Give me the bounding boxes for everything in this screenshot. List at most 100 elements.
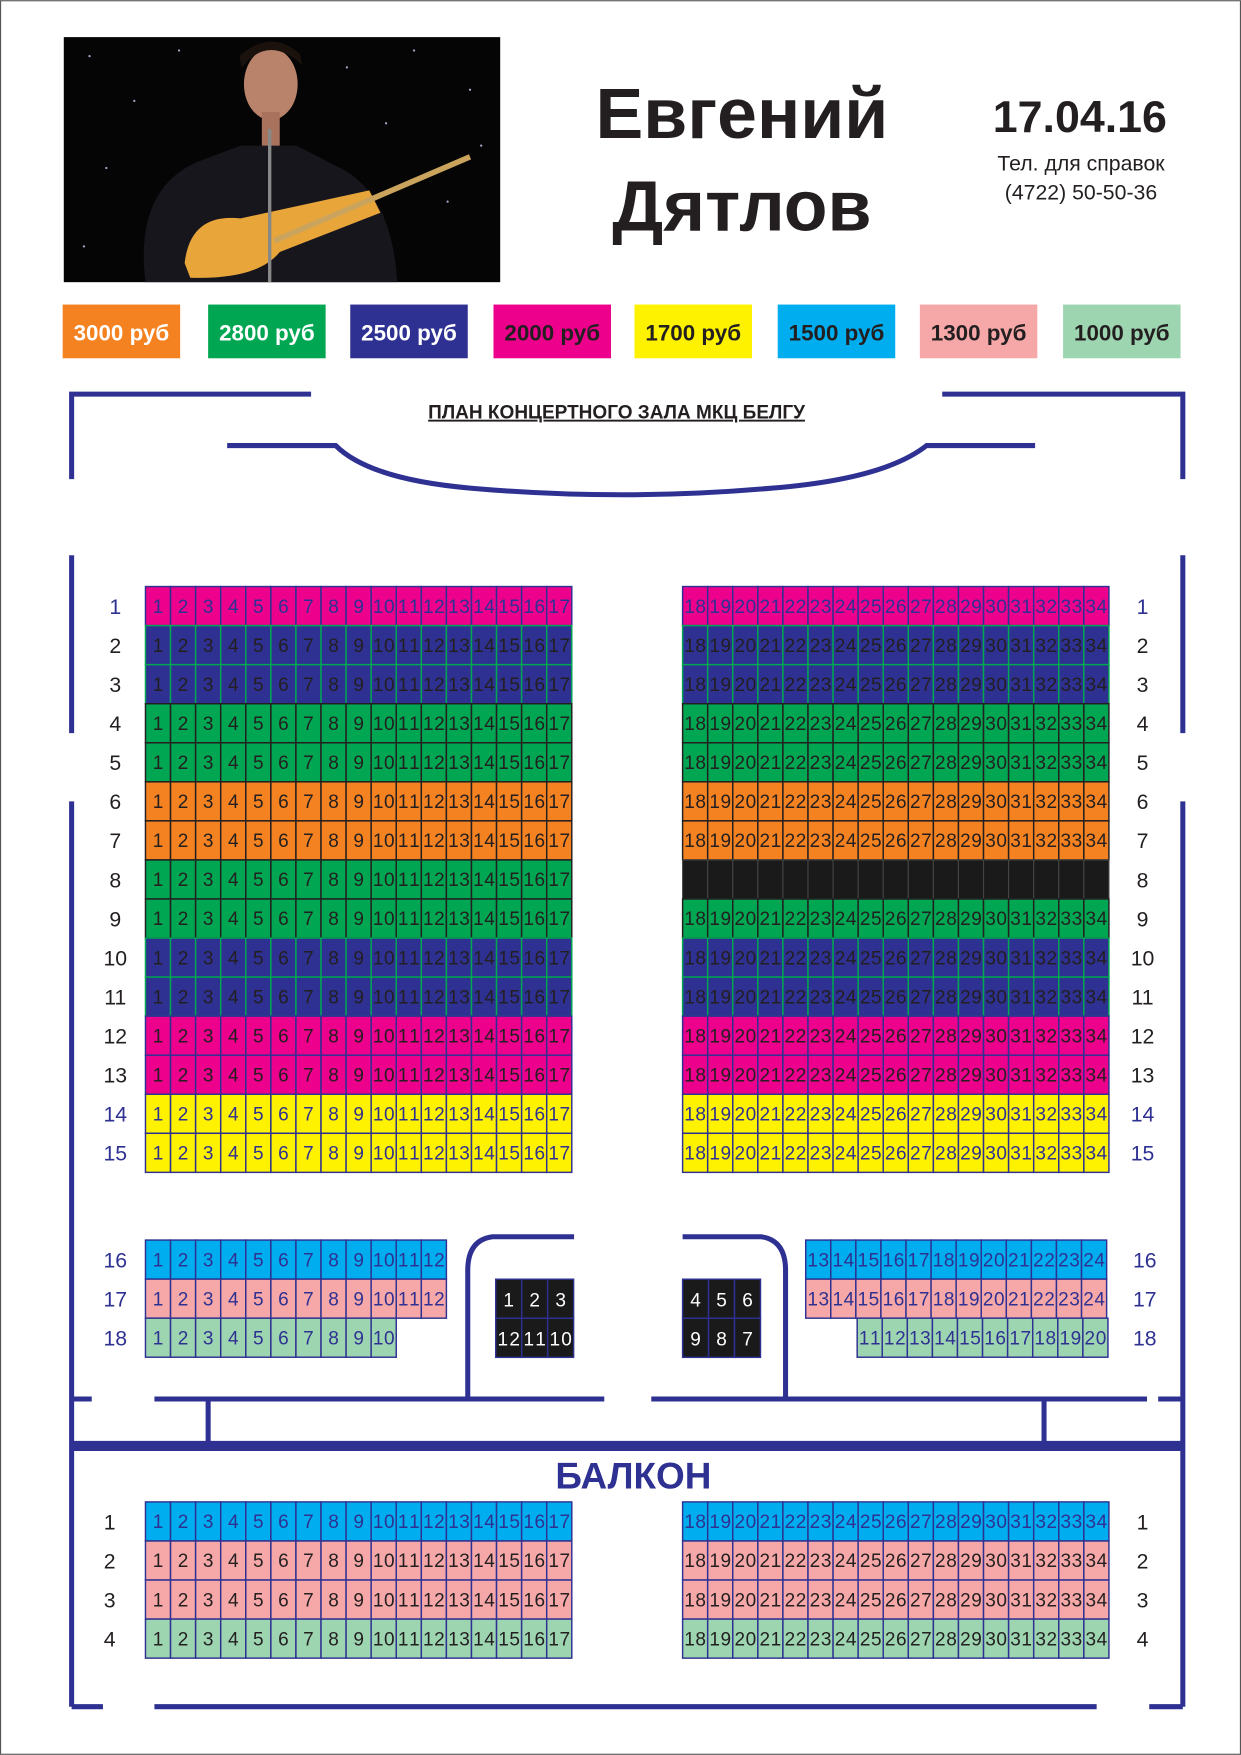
seat[interactable]: 17	[545, 898, 573, 939]
seat[interactable]: 3	[194, 585, 222, 627]
seat[interactable]: 26	[882, 937, 910, 978]
seat[interactable]: 8	[320, 859, 347, 900]
seat[interactable]: 2	[169, 1618, 197, 1659]
box-seat[interactable]: 11	[520, 1317, 549, 1359]
seat[interactable]: 9	[345, 663, 372, 705]
seat[interactable]: 34	[1083, 781, 1110, 822]
seat[interactable]: 31	[1007, 1540, 1035, 1581]
seat[interactable]: 30	[982, 976, 1010, 1017]
seat[interactable]: 29	[957, 1540, 985, 1581]
seat[interactable]: 15	[495, 976, 523, 1017]
seat[interactable]: 12	[881, 1317, 909, 1358]
seat[interactable]: 2	[169, 859, 197, 900]
seat[interactable]: 24	[832, 1540, 859, 1581]
seat[interactable]: 8	[320, 1540, 347, 1581]
seat[interactable]: 32	[1032, 663, 1060, 705]
seat[interactable]: 32	[1032, 820, 1060, 861]
seat[interactable]: 16	[520, 585, 548, 627]
seat[interactable]: 19	[706, 624, 734, 666]
seat[interactable]: 16	[520, 1579, 548, 1620]
seat[interactable]: 10	[370, 1579, 397, 1620]
seat[interactable]: 14	[470, 1579, 498, 1620]
seat[interactable]: 10	[370, 859, 397, 900]
seat[interactable]: 20	[980, 1278, 1008, 1319]
seat[interactable]: 17	[545, 663, 573, 705]
seat[interactable]: 34	[1083, 820, 1110, 861]
seat[interactable]: 1	[144, 937, 172, 978]
seat[interactable]: 15	[495, 820, 523, 861]
seat[interactable]: 15	[956, 1317, 984, 1358]
seat[interactable]: 10	[370, 820, 397, 861]
seat[interactable]: 7	[295, 781, 322, 822]
seat[interactable]: 3	[194, 1501, 222, 1542]
seat[interactable]: 20	[980, 1239, 1008, 1280]
seat[interactable]: 19	[706, 1093, 734, 1135]
seat[interactable]: 22	[782, 1501, 809, 1542]
seat[interactable]: 24	[832, 702, 859, 744]
seat[interactable]: 31	[1007, 1501, 1035, 1542]
seat[interactable]: 12	[420, 898, 448, 939]
seat[interactable]: 15	[495, 1054, 523, 1095]
seat[interactable]: 32	[1032, 781, 1060, 822]
seat[interactable]: 20	[732, 624, 759, 666]
seat[interactable]: 14	[470, 976, 498, 1017]
seat[interactable]: 2	[169, 1501, 197, 1542]
seat[interactable]: 12	[420, 1579, 448, 1620]
seat[interactable]: 18	[681, 1540, 709, 1581]
seat[interactable]: 17	[545, 1501, 573, 1542]
seat[interactable]: 31	[1007, 1579, 1035, 1620]
seat[interactable]: 33	[1058, 1540, 1085, 1581]
seat[interactable]: 13	[445, 781, 473, 822]
seat[interactable]: 28	[932, 937, 960, 978]
seat[interactable]: 9	[345, 1317, 372, 1358]
seat[interactable]: 2	[169, 976, 197, 1017]
seat[interactable]: 7	[295, 663, 322, 705]
seat[interactable]: 21	[757, 585, 784, 627]
seat[interactable]: 15	[495, 624, 523, 666]
seat[interactable]: 31	[1007, 937, 1035, 978]
seat[interactable]: 30	[982, 937, 1010, 978]
seat[interactable]: 18	[681, 1015, 709, 1056]
seat[interactable]: 30	[982, 1054, 1010, 1095]
seat[interactable]: 10	[370, 1501, 397, 1542]
seat[interactable]: 22	[782, 1093, 809, 1135]
seat[interactable]: 17	[545, 1132, 573, 1174]
seat[interactable]: 1	[144, 702, 172, 744]
seat[interactable]: 4	[219, 1501, 247, 1542]
seat[interactable]: 12	[420, 1540, 448, 1581]
seat[interactable]: 26	[882, 976, 910, 1017]
seat[interactable]: 1	[144, 820, 172, 861]
seat[interactable]: 21	[757, 742, 784, 783]
seat[interactable]: 29	[957, 1093, 985, 1135]
seat[interactable]: 13	[445, 663, 473, 705]
seat[interactable]: 11	[395, 1239, 423, 1280]
seat[interactable]: 3	[194, 976, 222, 1017]
seat[interactable]: 34	[1083, 1054, 1110, 1095]
seat[interactable]: 16	[520, 1015, 548, 1056]
seat[interactable]: 8	[320, 1015, 347, 1056]
seat[interactable]: 14	[470, 937, 498, 978]
seat[interactable]: 18	[681, 702, 709, 744]
box-seat[interactable]: 6	[733, 1278, 762, 1320]
seat[interactable]: 14	[470, 702, 498, 744]
seat[interactable]: 28	[932, 585, 960, 627]
seat[interactable]: 17	[545, 1618, 573, 1659]
seat[interactable]: 13	[445, 820, 473, 861]
seat[interactable]: 26	[882, 663, 910, 705]
seat[interactable]: 3	[194, 1132, 222, 1174]
seat[interactable]: 23	[807, 781, 834, 822]
seat[interactable]: 20	[732, 1540, 759, 1581]
seat[interactable]: 26	[882, 1618, 910, 1659]
seat[interactable]: 30	[982, 1540, 1010, 1581]
seat[interactable]: 20	[732, 1579, 759, 1620]
seat[interactable]: 14	[470, 1540, 498, 1581]
seat[interactable]: 10	[370, 702, 397, 744]
seat[interactable]: 7	[295, 1317, 322, 1358]
seat[interactable]: 5	[245, 1317, 272, 1358]
seat[interactable]: 23	[807, 663, 834, 705]
seat[interactable]: 24	[832, 624, 859, 666]
seat[interactable]: 14	[470, 742, 498, 783]
seat[interactable]: 1	[144, 742, 172, 783]
seat[interactable]: 1	[144, 1132, 172, 1174]
seat[interactable]: 7	[295, 1540, 322, 1581]
